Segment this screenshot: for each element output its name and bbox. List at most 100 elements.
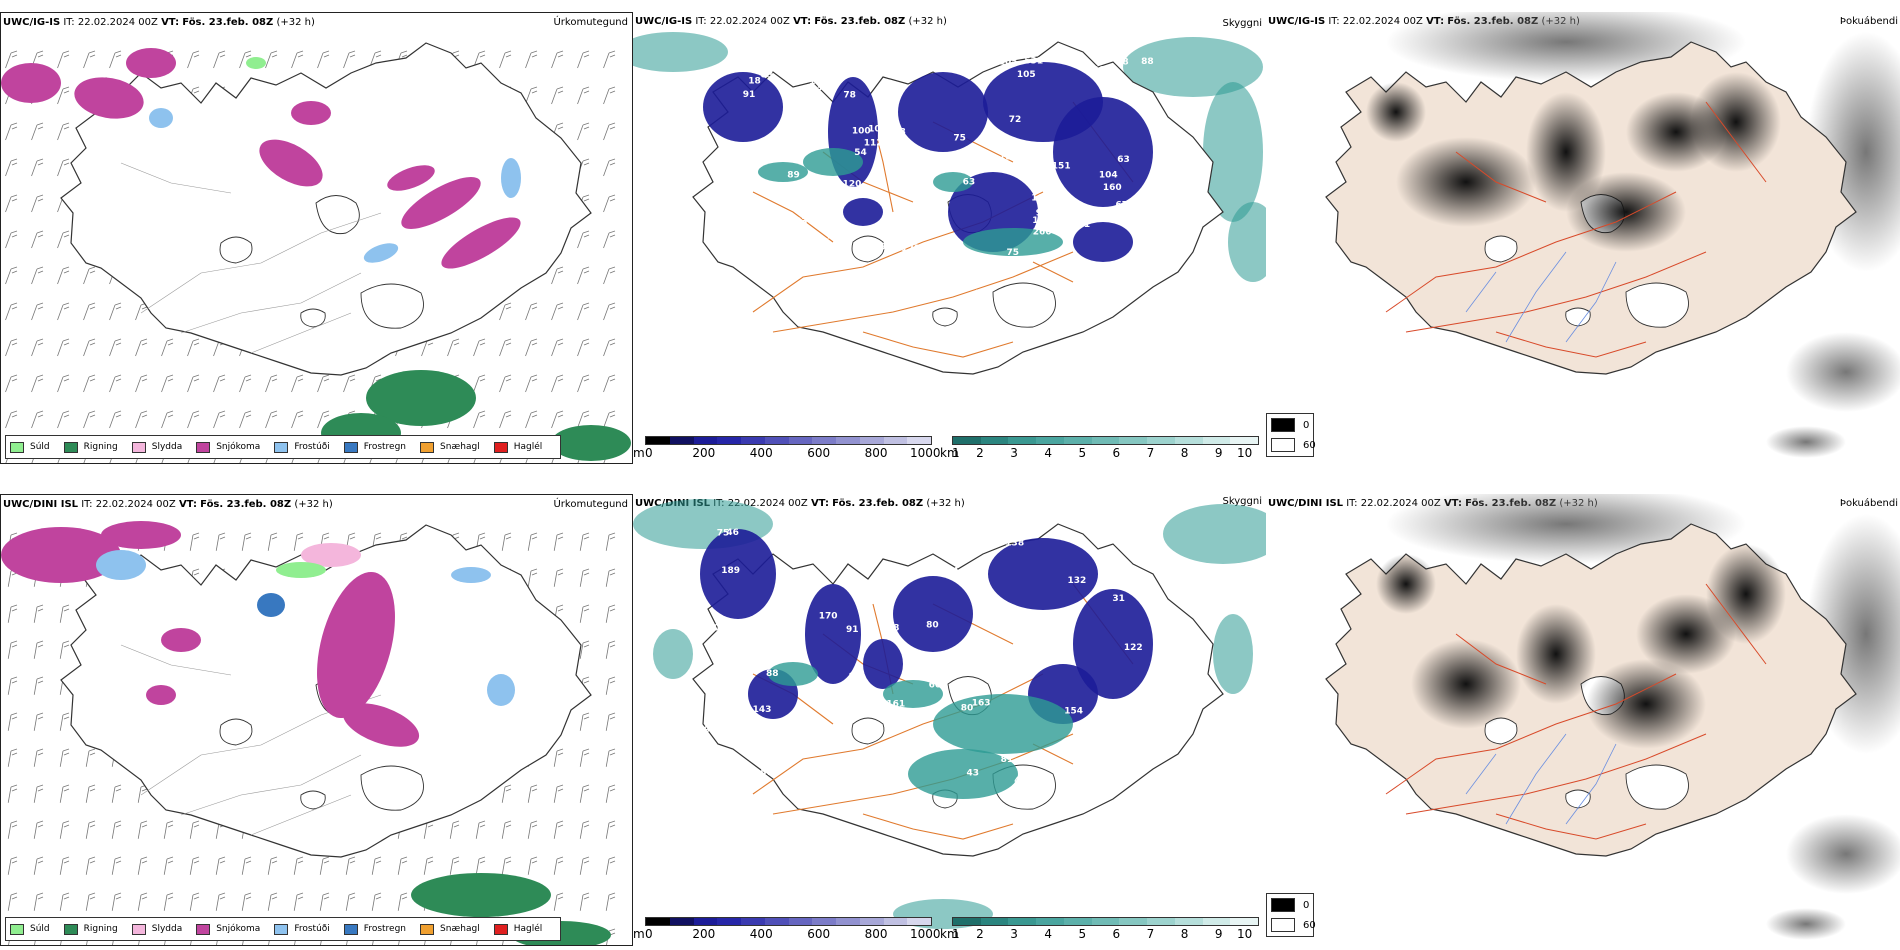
- visibility-value-label: 45: [957, 685, 970, 695]
- legend-label: Snæhagl: [440, 924, 480, 934]
- panel-precip-type-row1: UWC/IG-IS IT: 22.02.2024 00Z VT: Fös. 23…: [0, 12, 633, 464]
- colorbar-tick: 5: [1078, 927, 1087, 941]
- visibility-value-label: 130: [1137, 739, 1156, 749]
- visibility-value-label: 55: [975, 289, 988, 299]
- precip-legend-item: Rigning: [63, 441, 118, 453]
- visibility-value-label: 70: [707, 624, 720, 634]
- fog-label: 0: [1303, 419, 1310, 431]
- legend-label: Slydda: [151, 442, 183, 452]
- visibility-value-label: 264: [768, 224, 787, 234]
- legend-label: Haglél: [513, 442, 543, 452]
- visibility-value-label: 62: [932, 203, 945, 213]
- colorbar-tick: 400: [749, 446, 773, 460]
- colorbar-tick: 9: [1214, 446, 1223, 460]
- panel-title: UWC/IG-IS IT: 22.02.2024 00Z VT: Fös. 23…: [3, 17, 315, 28]
- panel-name: Þokuábendi: [1839, 498, 1898, 509]
- colorbar-tick: 4: [1044, 446, 1052, 460]
- visibility-value-label: 128: [1079, 284, 1098, 294]
- visibility-value-label: 49: [778, 751, 791, 761]
- legend-swatch: [63, 923, 78, 935]
- visibility-value-label: 154: [940, 566, 959, 576]
- visibility-value-label: 91: [1036, 209, 1049, 219]
- visibility-colorbar-km-row2: km 1 2 3 4 5 6 7 8 9 10: [940, 917, 1265, 943]
- fog-swatch: [1271, 918, 1295, 932]
- visibility-value-label: 84: [965, 684, 978, 694]
- visibility-value-label: 115: [1032, 216, 1051, 226]
- legend-label: Snjókoma: [216, 442, 261, 452]
- legend-swatch: [493, 923, 508, 935]
- legend-label: Rigning: [83, 442, 118, 452]
- visibility-value-label: 99: [1050, 187, 1063, 197]
- panel-name: Úrkomutegund: [553, 499, 628, 510]
- legend-swatch: [131, 441, 146, 453]
- legend-swatch: [274, 441, 289, 453]
- legend-label: Snæhagl: [440, 442, 480, 452]
- visibility-value-label: 96: [1054, 761, 1067, 771]
- visibility-value-label: 65: [748, 233, 761, 243]
- visibility-map: 102 160 119 76 258 60 65 105 100 55 91 91 18 110 98 63 6…: [633, 32, 1266, 375]
- precip-legend-item: Frostregn: [343, 441, 406, 453]
- visibility-value-label: 78: [843, 91, 856, 101]
- visibility-value-label: 151: [1052, 161, 1071, 171]
- visibility-value-label: 126: [869, 548, 888, 558]
- colorbar-tick: 2: [976, 927, 984, 941]
- colorbar-tick: 800: [864, 446, 888, 460]
- colorbar-tick: 8: [1180, 927, 1189, 941]
- panel-name: Úrkomutegund: [553, 17, 628, 28]
- visibility-value-label: 18: [748, 76, 761, 86]
- fog-legend-item: 60: [1271, 918, 1316, 932]
- visibility-value-label: 197: [727, 237, 746, 247]
- visibility-value-label: 31: [1112, 594, 1125, 604]
- visibility-value-label: 84: [849, 672, 862, 682]
- legend-swatch: [10, 441, 24, 453]
- visibility-value-label: 55: [717, 701, 730, 711]
- visibility-value-label: 88: [1141, 57, 1154, 67]
- visibility-value-label: 91: [846, 625, 859, 635]
- visibility-value-label: 93: [810, 84, 823, 94]
- colorbar-tick: 6: [1112, 446, 1121, 460]
- visibility-value-label: 98: [880, 243, 893, 253]
- visibility-value-label: 72: [722, 659, 735, 669]
- legend-label: Súld: [30, 442, 50, 452]
- visibility-value-label: 161: [886, 700, 905, 710]
- panel-name: Þokuábendi: [1839, 16, 1898, 27]
- precip-legend-item: Haglél: [493, 923, 542, 935]
- colorbar-strip: [645, 436, 932, 445]
- precip-legend-item: Frostúði: [274, 441, 330, 453]
- colorbar-tick: 600: [807, 927, 831, 941]
- visibility-value-label: 60: [1057, 265, 1070, 275]
- visibility-value-label: 138: [1005, 539, 1024, 549]
- visibility-value-label: 258: [887, 128, 906, 138]
- visibility-value-label: 80: [961, 704, 974, 714]
- visibility-value-label: 52: [887, 706, 900, 716]
- visibility-value-label: 212: [749, 148, 768, 158]
- visibility-value-label: 91: [743, 90, 756, 100]
- precip-map: [1, 42, 631, 463]
- visibility-value-label: 79: [826, 232, 839, 242]
- visibility-value-label: 84: [978, 530, 991, 540]
- precip-map: [1, 521, 616, 945]
- visibility-value-label: 121: [901, 244, 920, 254]
- visibility-value-label: 170: [819, 611, 838, 621]
- legend-swatch: [63, 441, 78, 453]
- visibility-value-label: 57: [760, 768, 773, 778]
- visibility-value-label: 154: [1064, 707, 1083, 717]
- visibility-value-label: 81: [1001, 755, 1014, 765]
- visibility-value-label: 43: [967, 769, 980, 779]
- visibility-value-label: 83: [761, 71, 774, 81]
- visibility-value-label: 78: [1111, 533, 1124, 543]
- legend-swatch: [343, 441, 358, 453]
- precip-legend-item: Snæhagl: [420, 923, 480, 935]
- colorbar-unit: km: [940, 927, 959, 941]
- visibility-value-label: 54: [716, 692, 729, 702]
- visibility-value-label: 53: [795, 217, 808, 227]
- colorbar-tick: 7: [1146, 927, 1155, 941]
- legend-label: Frostúði: [294, 924, 330, 934]
- legend-swatch: [196, 923, 211, 935]
- colorbar-tick: 10: [1237, 446, 1253, 460]
- visibility-value-label: 127: [775, 653, 794, 663]
- visibility-value-label: 80: [926, 620, 939, 630]
- visibility-value-label: 205: [849, 690, 868, 700]
- visibility-value-label: 105: [843, 781, 862, 791]
- colorbar-tick: 9: [1214, 927, 1223, 941]
